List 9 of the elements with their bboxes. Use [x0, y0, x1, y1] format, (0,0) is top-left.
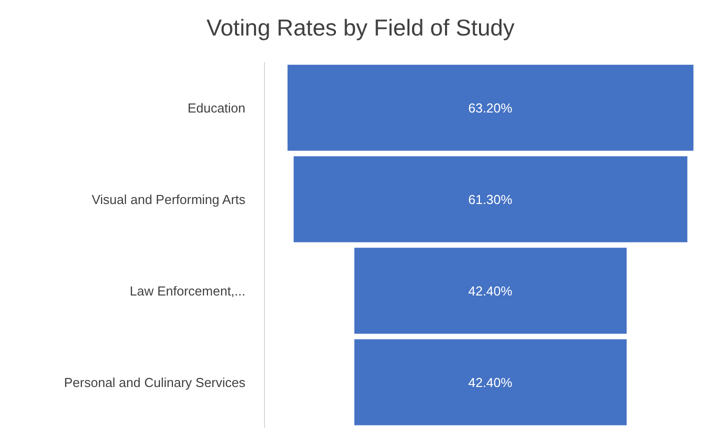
data-label: 61.30%: [468, 192, 513, 207]
text: Voting Rates by Field of Study: [206, 14, 516, 41]
category-label: Education: [188, 100, 246, 116]
data-label: 63.20%: [468, 100, 513, 116]
data-label: 42.40%: [468, 374, 513, 390]
category-label: Personal and Culinary Services: [64, 374, 246, 390]
data-label: 42.40%: [468, 283, 513, 298]
category-label: Law Enforcement,...: [130, 283, 246, 298]
category-label: Visual and Performing Arts: [92, 192, 246, 207]
